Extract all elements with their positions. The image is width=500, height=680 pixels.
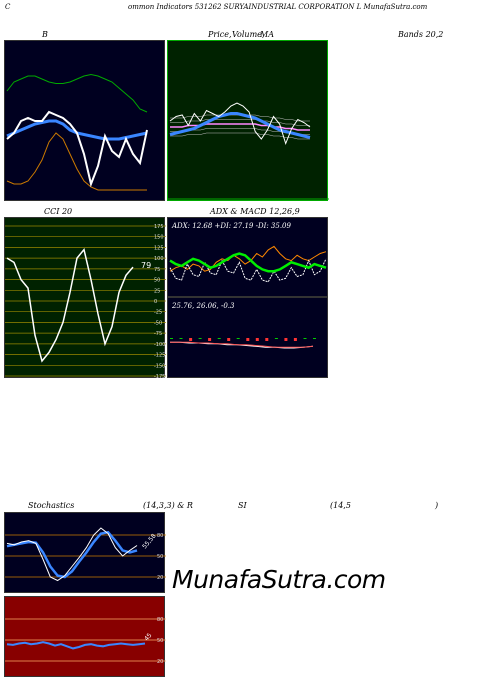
plus-di-line: [169, 258, 327, 283]
cci-level-label: -100: [154, 342, 165, 348]
rsi-close-label: ): [435, 501, 439, 510]
macd-histogram-bar: [179, 338, 183, 339]
price-ma-panel: [167, 40, 329, 201]
cci-level-label: -50: [154, 320, 162, 326]
stoch-level-label: 20: [157, 575, 163, 581]
rsi-si-label: SI: [238, 501, 247, 510]
stoch-params-label: (14,3,3) & R: [143, 501, 193, 510]
price-line: [169, 102, 311, 145]
macd-histogram-bar: [198, 338, 202, 339]
cci-level-label: 0: [154, 299, 157, 305]
price-slow-ma-line: [170, 123, 310, 131]
macd-histogram-bar: [293, 338, 297, 341]
rsi-level-label: 50: [157, 638, 163, 644]
rsi-panel: 80 50 20 45: [4, 596, 166, 677]
bands-label: Bands 20,2: [398, 30, 444, 39]
header-title: ommon Indicators 531262 SURYAINDUSTRIAL …: [128, 3, 428, 11]
stoch-d-line: [6, 530, 138, 579]
adx-line: [169, 252, 327, 273]
macd-histogram-bar: [246, 338, 250, 341]
cci-level-label: -125: [154, 353, 165, 359]
macd-histogram-bar: [284, 338, 288, 341]
price-fast-ma-line: [169, 112, 311, 139]
cci-level-label: -175: [154, 374, 165, 379]
cci-level-label: 100: [154, 256, 164, 262]
rsi-params-label: (14,5: [330, 501, 351, 510]
price-band-line-2: [170, 119, 310, 126]
rsi-grid: 80 50 20: [5, 617, 166, 665]
macd-histogram-bar: [265, 338, 269, 341]
cci-level-label: 175: [154, 224, 164, 230]
cci-svg: 175 150 125 100 75 50 25 0 -25 -50 -75 -100 -125 -150…: [5, 224, 166, 379]
cci-level-label: 125: [154, 245, 164, 251]
cci-level-label: 25: [154, 288, 160, 294]
bollinger-middle-line: [6, 119, 148, 141]
watermark: MunafaSutra.com: [172, 565, 386, 594]
stoch-level-label: 80: [157, 533, 163, 539]
rsi-level-label: 20: [157, 659, 163, 665]
ma-label: MA: [260, 30, 274, 39]
macd-histogram-bar: [208, 338, 212, 341]
macd-signal-line: [170, 341, 314, 348]
cci-level-label: 50: [154, 278, 160, 284]
price-band-line-0: [170, 132, 310, 140]
minus-di-line: [169, 245, 327, 272]
cci-label: CCI 20: [44, 207, 73, 216]
macd-histogram-bar: [274, 338, 278, 339]
header-c: C: [5, 3, 11, 11]
cci-level-label: -25: [154, 310, 162, 316]
cci-grid: 175 150 125 100 75 50 25 0 -25 -50 -75 -100 -125 -150…: [5, 224, 166, 379]
volume-label: Volume,: [232, 30, 265, 39]
macd-panel: 25.76, 26.06, -0.3: [167, 297, 328, 378]
macd-histogram: [170, 338, 316, 341]
price-ma-svg: [168, 102, 329, 200]
macd-readout: 25.76, 26.06, -0.3: [171, 302, 235, 310]
macd-histogram-bar: [236, 338, 240, 339]
macd-histogram-bar: [170, 338, 173, 339]
cci-panel: 175 150 125 100 75 50 25 0 -25 -50 -75 -100 -125 -150…: [4, 217, 166, 379]
macd-histogram-bar: [255, 338, 259, 341]
cci-level-label: -75: [154, 331, 162, 337]
stoch-panel: 80 50 20 55,58: [4, 512, 166, 593]
price-label: Price,: [208, 30, 232, 39]
bollinger-panel: [4, 40, 165, 201]
macd-histogram-bar: [227, 338, 231, 341]
macd-histogram-bar: [189, 338, 193, 341]
rsi-svg: 80 50 20 45: [5, 617, 166, 665]
adx-macd-label: ADX & MACD 12,26,9: [210, 207, 300, 216]
macd-svg: 25.76, 26.06, -0.3: [170, 302, 316, 349]
adx-panel: ADX: 12.68 +DI: 27.19 -DI: 35.09: [167, 217, 328, 297]
adx-svg: ADX: 12.68 +DI: 27.19 -DI: 35.09: [169, 222, 327, 283]
stoch-grid: 80 50 20: [5, 533, 166, 581]
cci-current-value: 79: [141, 261, 151, 270]
cci-level-label: 75: [154, 267, 160, 273]
macd-histogram-bar: [303, 338, 307, 339]
macd-histogram-bar: [313, 338, 316, 339]
cci-line: [6, 247, 134, 363]
rsi-tag: 45: [143, 632, 153, 642]
adx-readout: ADX: 12.68 +DI: 27.19 -DI: 35.09: [171, 222, 292, 230]
stoch-level-label: 50: [157, 554, 163, 560]
rsi-level-label: 80: [157, 617, 163, 623]
bollinger-label: B: [42, 30, 48, 39]
chart-header: C ommon Indicators 531262 SURYAINDUSTRIA…: [0, 3, 500, 15]
bollinger-upper-line: [6, 73, 148, 113]
bollinger-price-line: [6, 110, 148, 188]
cci-level-label: -150: [154, 363, 165, 369]
bollinger-svg: [6, 73, 148, 191]
rsi-line: [6, 641, 146, 650]
bollinger-lower-line: [6, 132, 147, 191]
stoch-k-line: [6, 527, 138, 582]
macd-histogram-bar: [217, 338, 221, 339]
stoch-label: Stochastics: [28, 501, 75, 510]
cci-level-label: 150: [154, 235, 164, 241]
